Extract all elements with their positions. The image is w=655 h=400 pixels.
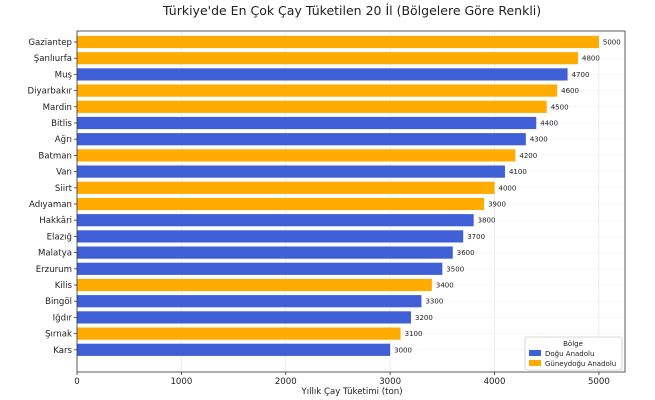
y-tick-label: Gaziantep <box>28 38 72 48</box>
value-label: 3600 <box>457 249 475 257</box>
value-label: 4200 <box>519 152 537 160</box>
y-tick-label: Siirt <box>55 184 73 194</box>
bar <box>77 327 401 340</box>
y-tick-label: Diyarbakır <box>27 87 72 97</box>
value-label: 4400 <box>540 120 558 128</box>
value-label: 4000 <box>499 184 517 192</box>
bar <box>77 262 443 275</box>
y-tick-label: Adıyaman <box>29 200 72 210</box>
y-tick-label: Iğdır <box>53 313 73 323</box>
x-tick-labels: 0 1000 2000 3000 4000 5000 <box>74 372 610 387</box>
legend-label-dogu-anadolu: Doğu Anadolu <box>545 350 594 358</box>
bar <box>77 68 568 81</box>
value-label: 3200 <box>415 314 433 322</box>
bar <box>77 278 432 292</box>
x-tick-label: 4000 <box>484 377 506 387</box>
y-tick-label: Hakkâri <box>39 216 72 226</box>
legend-label-guneydogu-anadolu: Güneydoğu Anadolu <box>545 360 616 368</box>
bar <box>77 311 412 324</box>
legend-box <box>524 336 623 371</box>
bar <box>77 84 558 97</box>
value-label: 4300 <box>530 136 548 144</box>
bar <box>77 295 422 308</box>
x-tick-label: 2000 <box>275 377 297 387</box>
y-tick-label: Malatya <box>38 249 72 259</box>
x-tick-label: 3000 <box>379 377 401 387</box>
bar <box>77 230 464 243</box>
bar <box>77 100 547 113</box>
bar <box>77 197 485 211</box>
value-label: 3500 <box>446 265 464 273</box>
legend-swatch-dogu-anadolu <box>529 350 541 356</box>
value-label: 3000 <box>394 346 412 354</box>
bar <box>77 35 599 49</box>
y-tick-label: Van <box>56 168 72 178</box>
y-tick-label: Ağrı <box>55 135 72 145</box>
y-tick-labels: Gaziantep Şanlıurfa Muş Diyarbakır Mardin Bit… <box>27 38 77 356</box>
value-label: 4100 <box>509 168 527 176</box>
x-axis-label: Yıllık Çay Tüketimi (ton) <box>300 387 402 397</box>
value-label: 4500 <box>551 103 569 111</box>
value-label: 3800 <box>478 217 496 225</box>
value-label: 5000 <box>603 39 621 47</box>
y-tick-label: Mardin <box>43 103 72 113</box>
value-label: 4600 <box>561 87 579 95</box>
bar <box>77 165 505 178</box>
x-tick-label: 1000 <box>170 377 192 387</box>
y-tick-label: Elazığ <box>47 232 72 242</box>
legend-title: Bölge <box>563 340 583 348</box>
bar <box>77 133 526 146</box>
bar <box>77 343 391 356</box>
value-label: 4800 <box>582 55 600 63</box>
value-label: 4700 <box>572 71 590 79</box>
y-tick-label: Bitlis <box>51 119 72 129</box>
legend: Bölge Doğu Anadolu Güneydoğu Anadolu <box>524 336 623 371</box>
x-tick-label: 0 <box>74 377 79 387</box>
bar <box>77 246 453 259</box>
value-label: 3100 <box>405 330 423 338</box>
legend-swatch-guneydogu-anadolu <box>529 360 541 366</box>
chart-title: Türkiye'de En Çok Çay Tüketilen 20 İl (B… <box>162 3 541 18</box>
x-tick-label: 5000 <box>588 377 610 387</box>
plot-frame <box>76 30 626 373</box>
y-tick-label: Erzurum <box>36 265 72 275</box>
y-tick-label: Şırnak <box>45 330 72 340</box>
bars <box>77 35 599 356</box>
bar <box>77 214 474 227</box>
y-tick-label: Bingöl <box>45 297 72 307</box>
bar <box>77 149 516 162</box>
bar <box>77 116 537 130</box>
y-tick-label: Kars <box>53 346 72 356</box>
y-tick-label: Batman <box>38 151 72 161</box>
bar <box>77 52 579 65</box>
y-tick-label: Muş <box>55 70 73 80</box>
value-label: 3700 <box>467 233 485 241</box>
y-tick-label: Şanlıurfa <box>34 54 72 64</box>
bar <box>77 181 495 194</box>
value-label: 3300 <box>425 298 443 306</box>
value-label: 3400 <box>436 282 454 290</box>
value-label: 3900 <box>488 201 506 209</box>
y-tick-label: Kilis <box>55 281 73 291</box>
